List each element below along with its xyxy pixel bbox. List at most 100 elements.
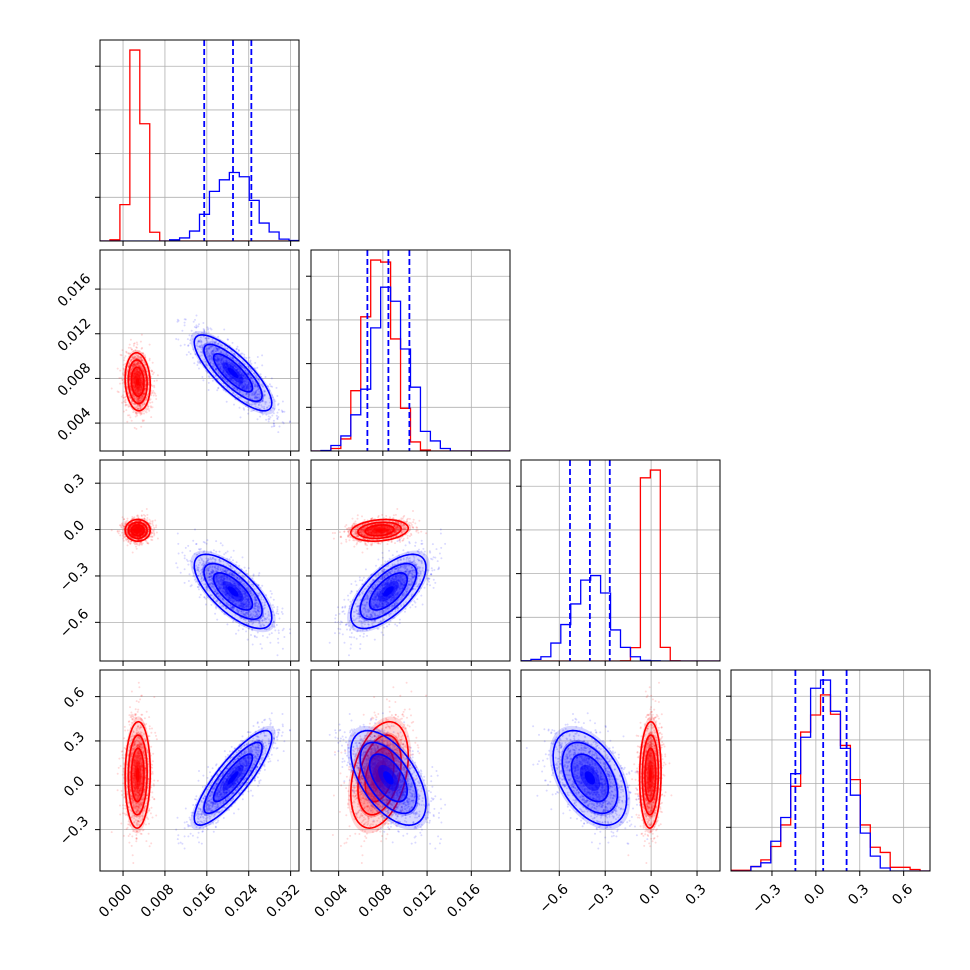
sample-point	[132, 392, 134, 395]
sample-point	[129, 526, 132, 529]
sample-point	[242, 375, 245, 378]
sample-point	[256, 396, 258, 399]
sample-point	[139, 372, 141, 375]
sample-point	[225, 353, 228, 356]
sample-point	[219, 351, 222, 354]
sample-point	[151, 401, 154, 404]
sample-point	[143, 374, 146, 376]
sample-point	[254, 405, 257, 408]
sample-point	[195, 344, 198, 347]
sample-point	[135, 346, 138, 349]
sample-point	[122, 410, 125, 413]
sample-point	[210, 345, 213, 348]
sample-point	[133, 387, 136, 389]
sample-point	[151, 521, 154, 524]
sample-point	[119, 353, 122, 356]
sample-point	[136, 389, 139, 392]
histogram-series-1	[100, 171, 299, 241]
sample-point	[137, 404, 140, 407]
sample-point	[140, 357, 143, 360]
sample-point	[124, 401, 127, 404]
sample-point	[204, 337, 207, 340]
sample-point	[141, 358, 144, 361]
sample-point	[123, 368, 125, 371]
sample-point	[228, 388, 231, 391]
sample-point	[223, 574, 226, 577]
sample-point	[141, 529, 144, 532]
sample-point	[239, 364, 242, 367]
sample-point	[223, 577, 226, 580]
sample-point	[135, 543, 138, 546]
sample-point	[132, 365, 135, 368]
sample-point	[235, 347, 238, 350]
sample-point	[229, 378, 232, 381]
sample-point	[215, 591, 218, 594]
sample-point	[229, 377, 232, 380]
sample-point	[134, 364, 137, 367]
sample-point	[186, 338, 189, 341]
sample-point	[138, 388, 141, 391]
sample-point	[133, 385, 136, 388]
sample-point	[124, 399, 126, 402]
sample-point	[137, 355, 140, 358]
sample-point	[218, 355, 221, 357]
sample-point	[259, 410, 262, 413]
sample-point	[202, 579, 205, 582]
sample-point	[123, 518, 126, 521]
sample-point	[254, 361, 257, 364]
sample-point	[137, 397, 140, 400]
sample-point	[137, 363, 139, 366]
sample-point	[138, 372, 141, 375]
sample-point	[219, 367, 222, 370]
sample-point	[222, 371, 224, 374]
sample-point	[138, 370, 141, 373]
sample-point	[140, 528, 143, 531]
sample-point	[207, 579, 210, 582]
sample-point	[215, 339, 218, 342]
sample-point	[140, 543, 143, 546]
sample-point	[138, 396, 141, 399]
sample-point	[237, 368, 240, 371]
sample-point	[254, 373, 257, 376]
sample-point	[248, 387, 251, 390]
sample-point	[204, 583, 207, 586]
sample-point	[246, 572, 249, 575]
sample-point	[133, 373, 136, 376]
sample-point	[120, 525, 123, 528]
sample-point	[248, 581, 251, 584]
sample-point	[141, 368, 144, 371]
sample-point	[132, 381, 135, 384]
sample-point	[232, 352, 235, 355]
sample-point	[229, 376, 232, 379]
sample-point	[133, 363, 136, 366]
sample-point	[216, 349, 219, 351]
sample-point	[215, 350, 218, 353]
sample-point	[255, 377, 258, 379]
sample-point	[139, 391, 142, 394]
sample-point	[235, 381, 238, 384]
sample-point	[245, 378, 248, 380]
sample-point	[233, 387, 235, 390]
sample-point	[243, 382, 246, 385]
sample-point	[139, 390, 142, 393]
sample-point	[255, 385, 258, 388]
sample-point	[223, 379, 226, 381]
sample-point	[120, 526, 123, 529]
sample-point	[136, 536, 139, 539]
sample-point	[246, 401, 249, 404]
sample-point	[133, 531, 135, 534]
sample-point	[253, 397, 256, 400]
sample-point	[133, 370, 136, 373]
sample-point	[141, 376, 143, 379]
sample-point	[272, 412, 275, 415]
sample-point	[250, 377, 253, 380]
sample-point	[176, 532, 179, 535]
sample-point	[149, 520, 152, 523]
sample-point	[204, 351, 207, 354]
sample-point	[210, 354, 213, 357]
sample-point	[135, 525, 138, 528]
sample-point	[243, 384, 246, 387]
sample-point	[124, 401, 127, 404]
sample-point	[229, 573, 231, 576]
sample-point	[260, 411, 263, 414]
